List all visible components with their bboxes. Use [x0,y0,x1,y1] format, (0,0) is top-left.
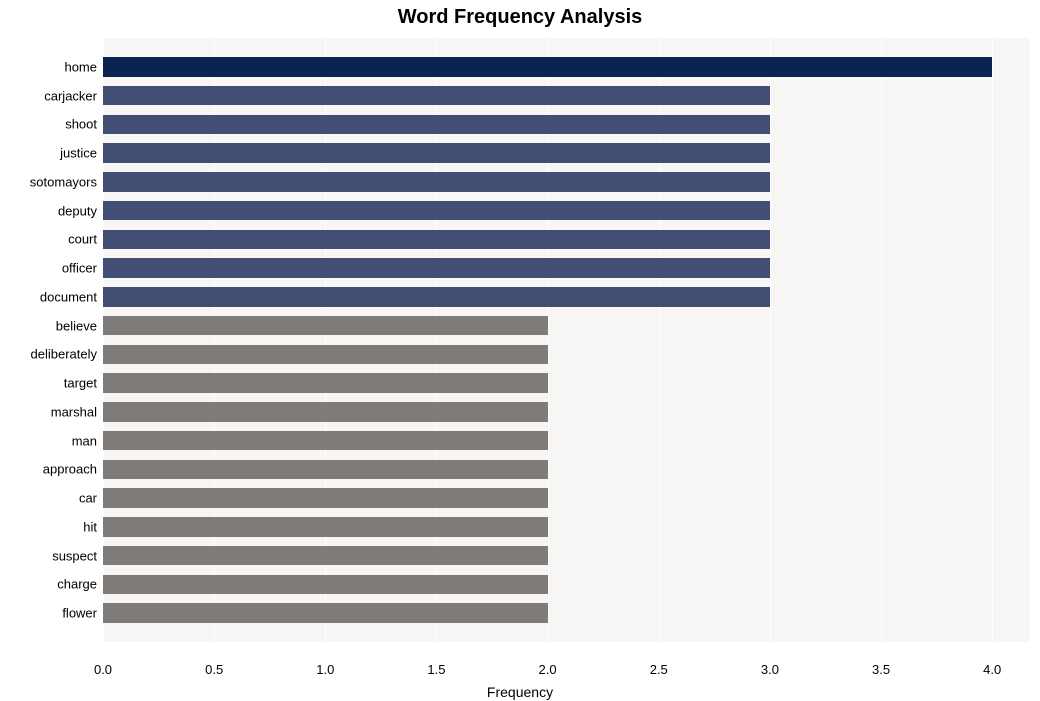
y-tick-label: document [40,289,97,304]
y-tick-label: hit [83,519,97,534]
bar [103,230,770,250]
x-tick-label: 3.0 [761,662,779,677]
bar [103,373,548,393]
bar [103,258,770,278]
x-tick-label: 1.0 [316,662,334,677]
bar [103,57,992,77]
chart-title: Word Frequency Analysis [0,6,1040,29]
plot-area [103,38,1030,642]
bar [103,431,548,451]
y-tick-label: sotomayors [30,174,97,189]
x-tick-label: 1.5 [427,662,445,677]
bar [103,488,548,508]
y-tick-label: court [68,232,97,247]
y-tick-label: suspect [52,548,97,563]
grid-line [992,38,993,642]
y-tick-label: home [64,59,97,74]
bar [103,143,770,163]
x-tick-label: 2.0 [539,662,557,677]
x-tick-label: 2.5 [650,662,668,677]
y-tick-label: officer [62,261,97,276]
bar [103,172,770,192]
y-tick-label: man [72,433,97,448]
bar [103,316,548,336]
bar [103,546,548,566]
bar [103,201,770,221]
x-tick-label: 3.5 [872,662,890,677]
bar [103,603,548,623]
word-frequency-chart: Word Frequency Analysis Frequency 0.0 0.5… [0,0,1040,701]
y-tick-label: deliberately [31,347,98,362]
bar [103,575,548,595]
bar [103,345,548,365]
bar [103,287,770,307]
x-tick-label: 4.0 [983,662,1001,677]
y-tick-label: marshal [51,404,97,419]
grid-line [881,38,882,642]
y-tick-label: charge [57,577,97,592]
bar [103,115,770,135]
y-tick-label: justice [60,146,97,161]
y-tick-label: shoot [65,117,97,132]
x-axis-label: Frequency [0,684,1040,700]
y-tick-label: believe [56,318,97,333]
y-tick-label: car [79,491,97,506]
bar [103,460,548,480]
bar [103,517,548,537]
y-tick-label: deputy [58,203,97,218]
bar [103,402,548,422]
y-tick-label: target [64,376,97,391]
y-tick-label: flower [62,606,97,621]
y-tick-label: approach [43,462,97,477]
x-tick-label: 0.5 [205,662,223,677]
bar [103,86,770,106]
y-tick-label: carjacker [44,88,97,103]
grid-line [770,38,771,642]
x-tick-label: 0.0 [94,662,112,677]
